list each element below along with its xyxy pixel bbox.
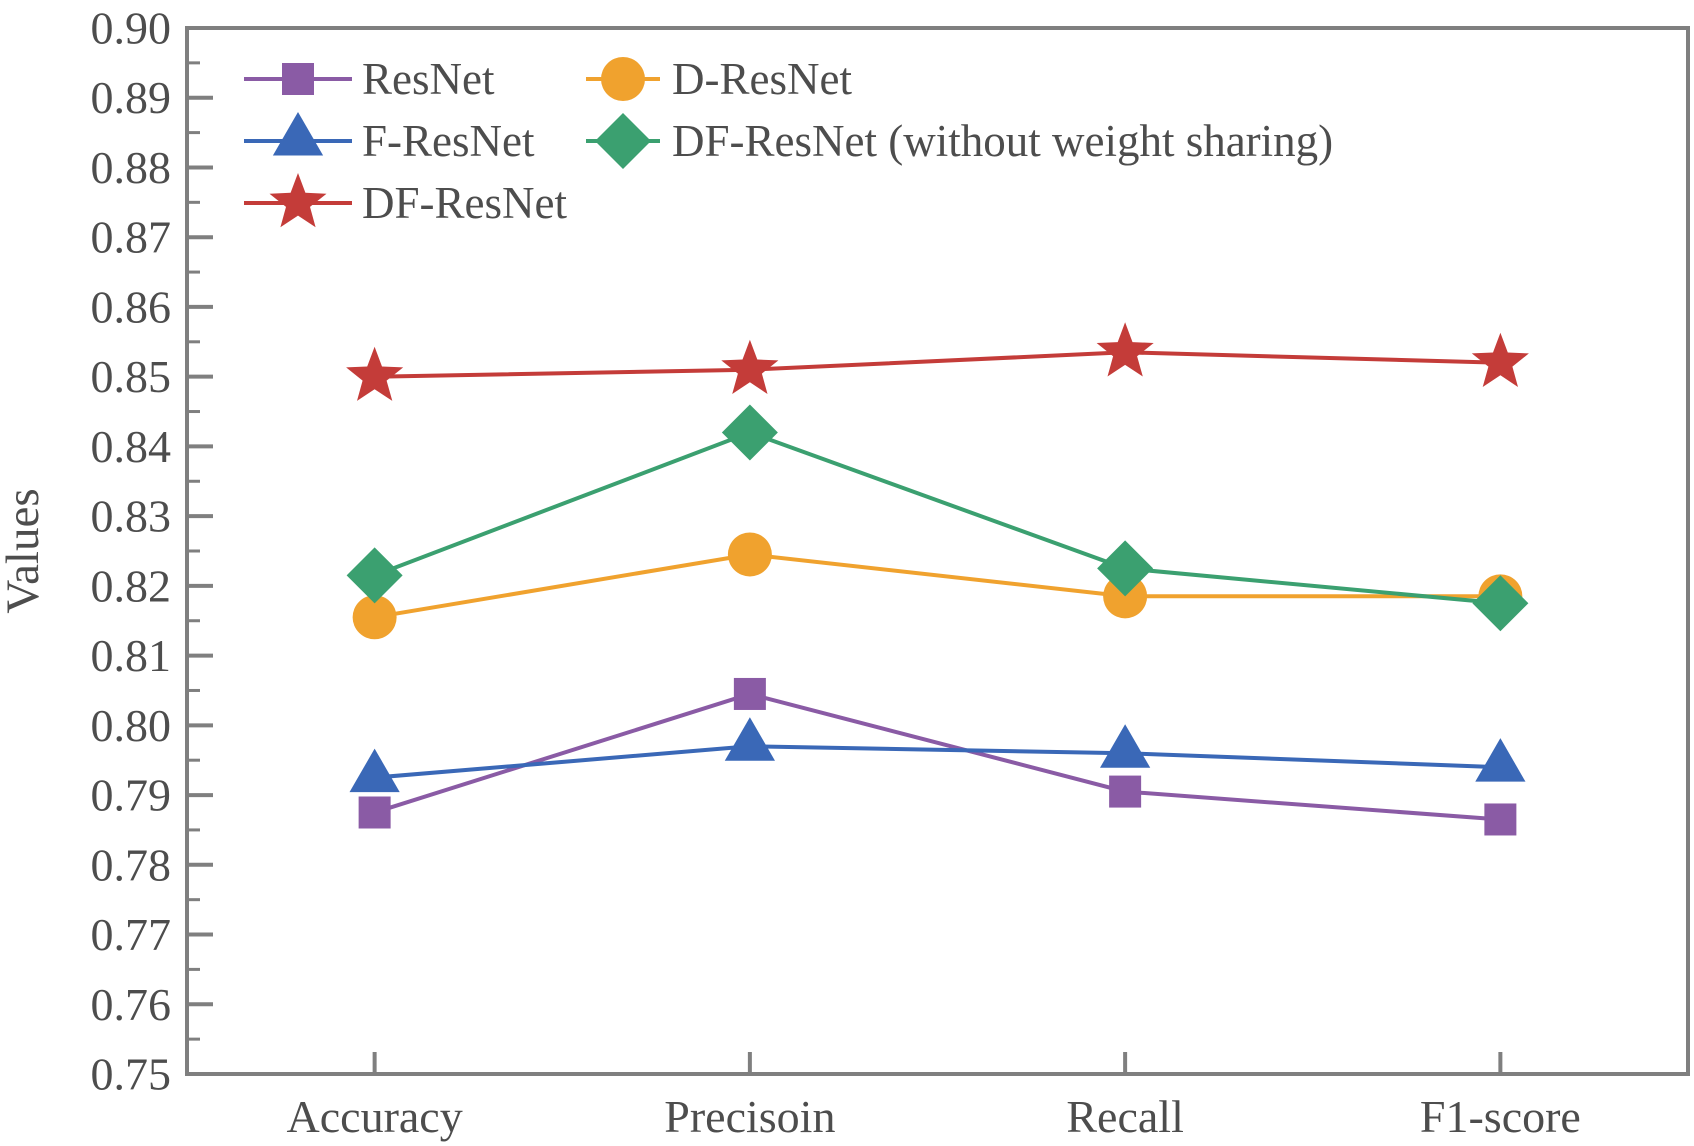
series-line [373,430,1501,606]
series-line [373,691,1501,822]
square-marker-icon [733,677,766,710]
series-line [374,350,1501,379]
y-tick-label: 0.82 [91,560,172,611]
y-tick-label: 0.81 [91,630,172,681]
x-axis: Accuracy Precisoin Recall F1-score [287,1052,1581,1142]
triangle-marker-icon [724,717,775,761]
square-marker-icon [1109,775,1142,808]
y-tick-label: 0.79 [91,770,172,821]
x-category-label-precisoin: Precisoin [664,1091,835,1142]
series-line [374,552,1501,620]
legend-item-df-resnet-without-weight-sharing: DF-ResNet (without weight sharing) [586,113,1333,169]
square-marker-icon [282,63,314,95]
legend-label: DF-ResNet (without weight sharing) [672,116,1333,166]
legend-label: ResNet [362,54,495,104]
y-tick-label: 0.88 [91,142,172,193]
triangle-marker-icon [1475,738,1526,782]
y-tick-label: 0.85 [91,351,172,402]
x-category-label-accuracy: Accuracy [287,1091,463,1142]
star-marker-icon [1096,322,1154,377]
diamond-marker-icon [346,547,403,604]
legend-item-df-resnet: DF-ResNet [244,173,567,228]
legend: ResNet D-ResNet F-ResNet DF-ResNet (without… [244,54,1333,228]
circle-marker-icon [601,57,645,101]
legend-label: F-ResNet [362,116,535,166]
y-tick-label: 0.76 [91,979,172,1030]
circle-marker-icon [727,532,772,577]
y-tick-label: 0.75 [91,1049,172,1100]
y-tick-label: 0.84 [91,421,172,472]
y-axis: 0.75 0.76 0.77 0.78 0.79 0.80 0.81 0.82 0.83 0.84… [91,3,213,1100]
square-marker-icon [1484,803,1517,836]
y-tick-label: 0.89 [91,72,172,123]
y-tick-label: 0.90 [91,3,172,54]
triangle-marker-icon [1100,724,1151,768]
triangle-marker-icon [272,112,324,156]
legend-label: DF-ResNet [362,178,567,228]
diamond-marker-icon [721,404,778,461]
diamond-marker-icon [1097,540,1154,597]
y-tick-label: 0.78 [91,839,172,890]
star-marker-icon [721,339,779,394]
legend-item-resnet: ResNet [244,54,495,104]
star-marker-icon [269,173,327,228]
diamond-marker-icon [1472,575,1529,632]
diamond-marker-icon [595,113,651,169]
y-tick-label: 0.83 [91,491,172,542]
y-tick-label: 0.80 [91,700,172,751]
circle-marker-icon [352,595,397,640]
y-tick-label: 0.86 [91,281,172,332]
series-f-resnet [349,717,1526,793]
triangle-marker-icon [349,748,400,793]
y-axis-title: Values [0,488,49,613]
star-marker-icon [346,346,404,401]
y-tick-label: 0.77 [91,909,172,960]
y-tick-label: 0.87 [91,212,172,263]
series-d-resnet [352,532,1523,640]
legend-item-f-resnet: F-ResNet [244,112,535,166]
series-df-resnet [346,322,1529,401]
series-line [374,744,1501,780]
series-df-resnet-without-weight-sharing [346,404,1529,632]
star-marker-icon [1471,332,1529,387]
legend-item-d-resnet: D-ResNet [586,54,852,104]
x-category-label-recall: Recall [1066,1091,1184,1142]
series-resnet [358,677,1517,836]
x-category-label-f1-score: F1-score [1420,1091,1581,1142]
square-marker-icon [358,796,391,829]
legend-label: D-ResNet [672,54,852,104]
